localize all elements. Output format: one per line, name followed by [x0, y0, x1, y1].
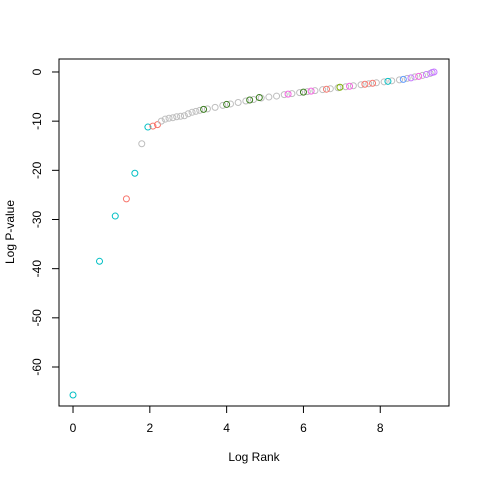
point	[380, 78, 388, 86]
point	[111, 212, 119, 220]
point	[169, 114, 177, 122]
y-axis-label: Log P-value	[3, 200, 17, 264]
point	[188, 108, 196, 116]
point	[203, 105, 211, 113]
x-axis-label: Log Rank	[228, 450, 280, 464]
point	[307, 87, 315, 95]
point	[177, 112, 185, 120]
point	[226, 100, 234, 108]
plot-frame	[58, 58, 450, 407]
point	[242, 97, 250, 105]
y-tick-label: -50	[30, 309, 44, 327]
point	[411, 73, 419, 81]
point	[196, 106, 204, 114]
x-tick-label: 4	[223, 421, 230, 435]
x-tick-label: 6	[300, 421, 307, 435]
y-tick-label: -20	[30, 161, 44, 179]
point	[280, 91, 288, 99]
point	[173, 113, 181, 121]
point	[200, 105, 208, 113]
point	[299, 88, 307, 96]
point	[361, 80, 369, 88]
point	[322, 85, 330, 93]
point	[255, 94, 263, 102]
point	[399, 75, 407, 83]
point	[69, 391, 77, 399]
point	[372, 79, 380, 87]
point	[303, 88, 311, 96]
point	[430, 68, 438, 76]
point	[403, 74, 411, 82]
point	[192, 107, 200, 115]
x-tick-label: 8	[377, 421, 384, 435]
point	[219, 101, 227, 109]
point	[154, 121, 162, 129]
point	[122, 195, 130, 203]
point	[246, 96, 254, 104]
point	[211, 103, 219, 111]
point	[395, 76, 403, 84]
point	[165, 114, 173, 122]
point	[144, 123, 152, 131]
point	[223, 100, 231, 108]
point	[346, 82, 354, 90]
point	[131, 169, 139, 177]
point	[422, 70, 430, 78]
point	[180, 112, 188, 120]
point	[388, 77, 396, 85]
point	[369, 79, 377, 87]
point	[336, 83, 344, 91]
point	[284, 90, 292, 98]
point	[234, 98, 242, 106]
y-tick-label: -60	[30, 358, 44, 376]
point	[357, 81, 365, 89]
point	[184, 110, 192, 118]
point	[419, 71, 427, 79]
point	[365, 80, 373, 88]
point	[138, 140, 146, 148]
point	[161, 115, 169, 123]
point	[319, 86, 327, 94]
point	[157, 117, 165, 125]
point	[288, 90, 296, 98]
point	[407, 74, 415, 82]
x-tick-label: 2	[146, 421, 153, 435]
point	[273, 92, 281, 100]
y-tick-label: -40	[30, 260, 44, 278]
y-tick-label: -30	[30, 210, 44, 228]
point	[311, 87, 319, 95]
point	[149, 122, 157, 130]
y-tick-label: -10	[30, 112, 44, 130]
point	[296, 89, 304, 97]
y-tick-label: 0	[30, 68, 44, 75]
point	[265, 93, 273, 101]
point	[326, 85, 334, 93]
point	[384, 77, 392, 85]
x-tick-label: 0	[70, 421, 77, 435]
point	[415, 72, 423, 80]
point	[349, 82, 357, 90]
point	[96, 257, 104, 265]
